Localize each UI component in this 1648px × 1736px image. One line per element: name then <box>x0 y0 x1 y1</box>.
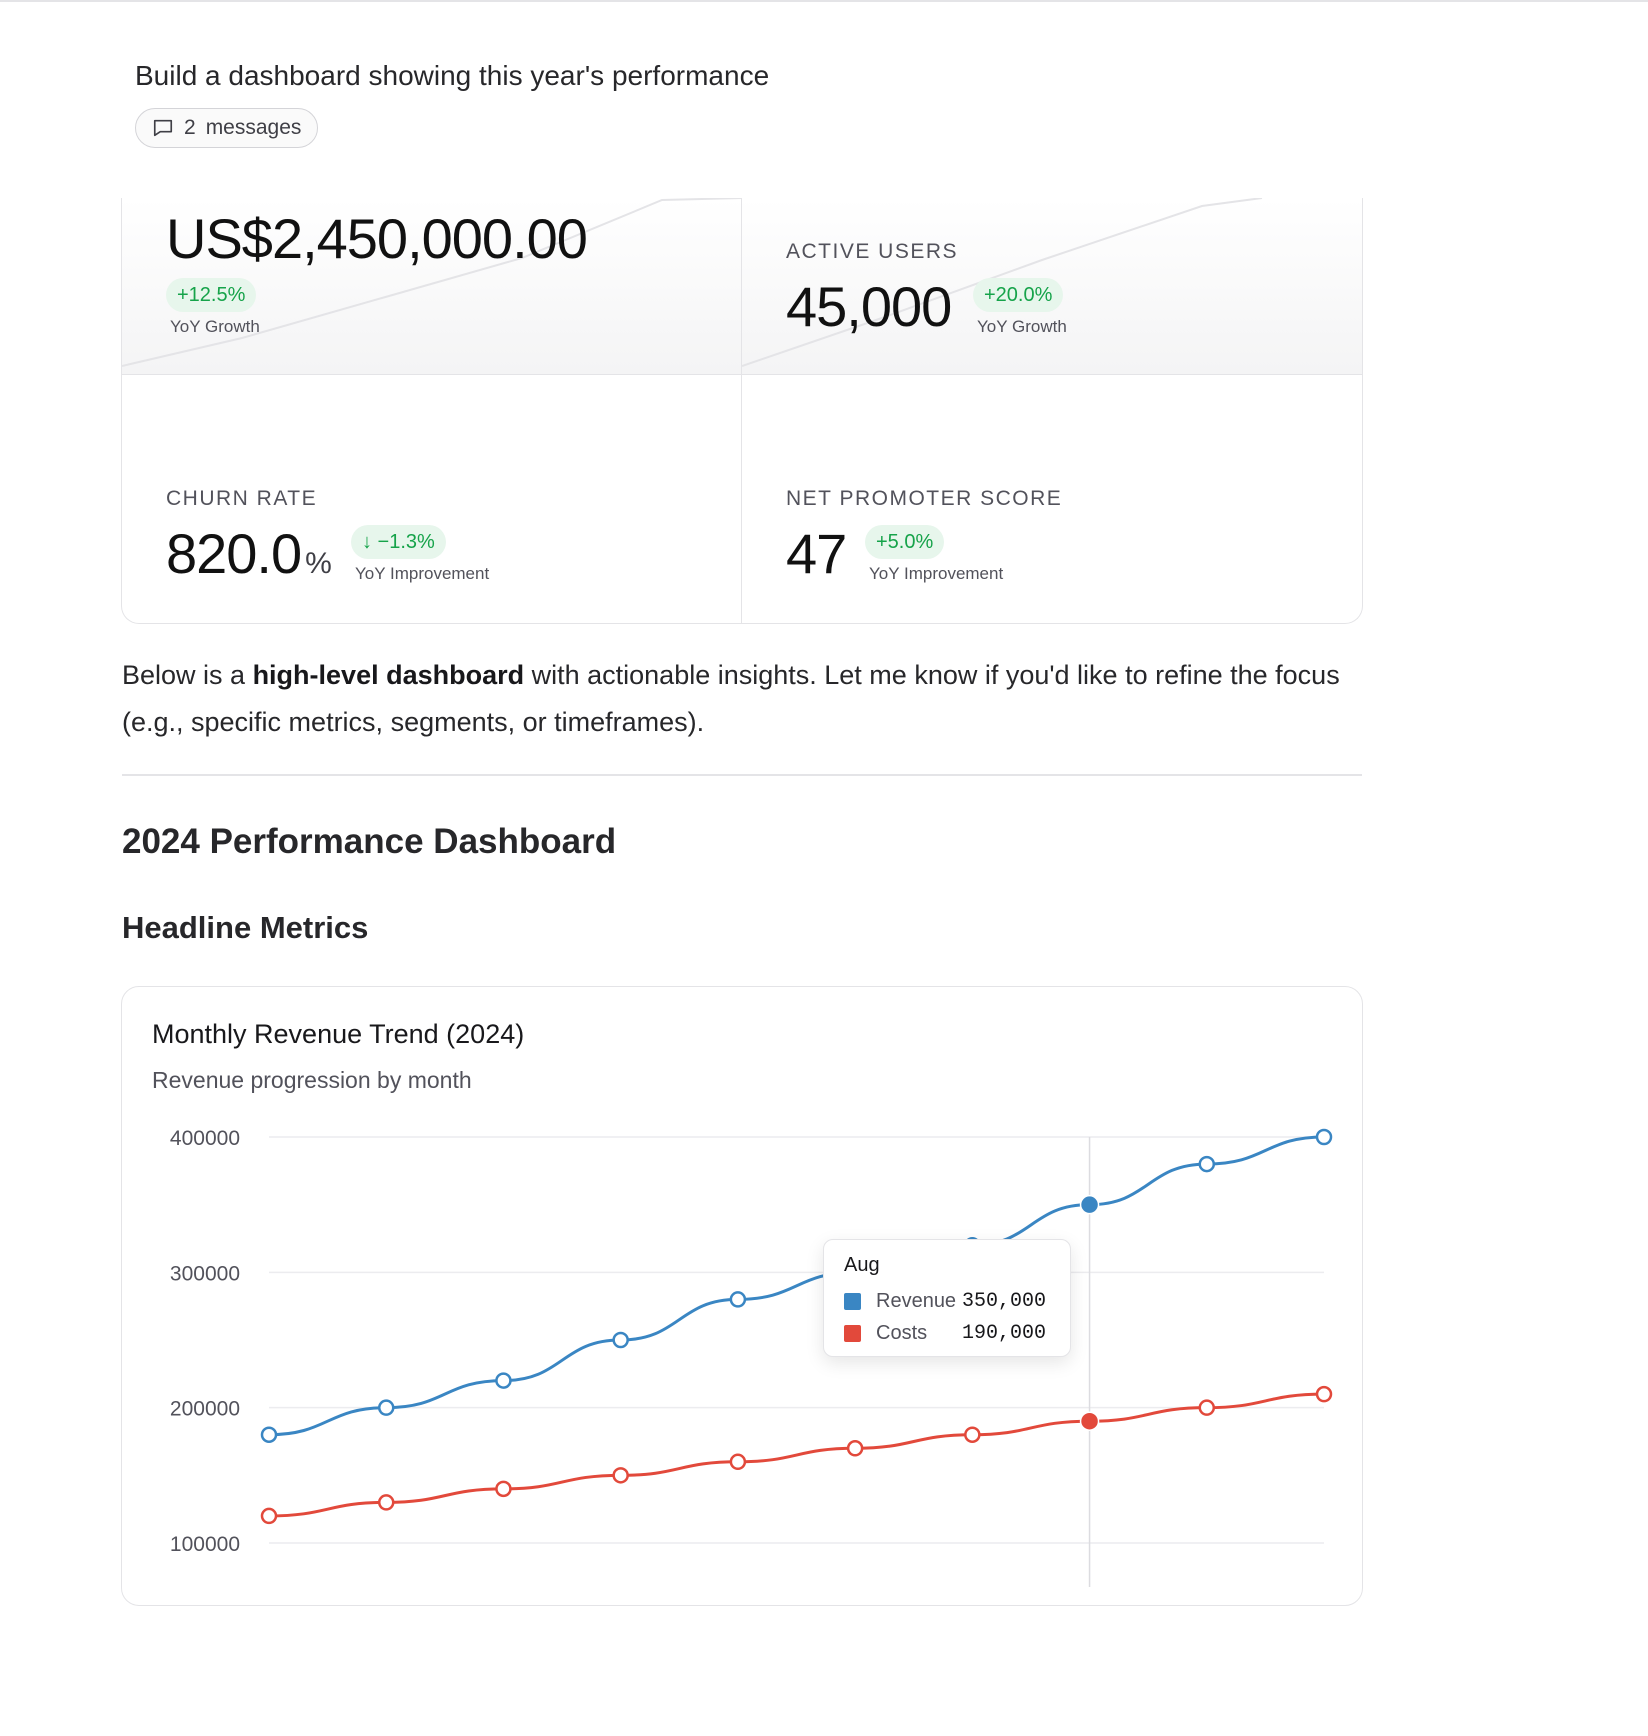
y-tick-label: 100000 <box>170 1533 240 1556</box>
data-point-revenue-oct[interactable] <box>1315 1128 1333 1146</box>
tooltip-row-costs: Costs 190,000 <box>844 1320 1046 1346</box>
tooltip-row-revenue: Revenue 350,000 <box>844 1288 1046 1314</box>
chart-tooltip: Aug Revenue 350,000 Costs 190,000 <box>823 1239 1071 1357</box>
data-point-revenue-apr[interactable] <box>612 1331 629 1349</box>
data-point-costs-mar[interactable] <box>495 1480 512 1498</box>
kpi-unit: % <box>305 547 332 580</box>
tooltip-series-name: Revenue <box>876 1289 957 1312</box>
data-point-costs-jun[interactable] <box>846 1440 864 1457</box>
legend-swatch-costs <box>844 1324 861 1342</box>
y-tick-label: 400000 <box>170 1127 240 1150</box>
data-point-revenue-sep[interactable] <box>1198 1155 1216 1173</box>
data-point-revenue-jan[interactable] <box>260 1426 278 1443</box>
y-tick-label: 300000 <box>170 1262 240 1285</box>
kpi-card-nps: NET PROMOTER SCORE 47 +5.0% YoY Improvem… <box>742 375 1362 623</box>
data-point-costs-oct[interactable] <box>1315 1385 1333 1403</box>
revenue-chart-card: Monthly Revenue Trend (2024) Revenue pro… <box>121 986 1363 1606</box>
y-tick-label: 200000 <box>170 1398 240 1421</box>
kpi-value: US$2,450,000.00 <box>166 207 588 270</box>
users-sparkline <box>742 198 1263 367</box>
kpi-card-revenue: US$2,450,000.00 +12.5% YoY Growth <box>122 198 742 375</box>
data-point-costs-sep[interactable] <box>1198 1399 1216 1416</box>
data-point-revenue-feb[interactable] <box>377 1399 395 1416</box>
kpi-value: 45,000 <box>786 275 952 338</box>
data-point-costs-jul[interactable] <box>964 1426 981 1443</box>
divider <box>122 774 1362 776</box>
dashboard-heading: 2024 Performance Dashboard <box>122 822 617 861</box>
data-point-costs-apr[interactable] <box>612 1467 629 1484</box>
kpi-badge: +20.0% <box>973 278 1064 312</box>
chat-bubble-icon <box>153 119 173 137</box>
data-point-costs-feb[interactable] <box>377 1494 395 1511</box>
series-line-revenue <box>268 1135 1325 1437</box>
revenue-sparkline <box>122 198 742 367</box>
tooltip-series-name: Costs <box>876 1321 928 1344</box>
line-chart[interactable]: 400000 300000 200000 100000 <box>122 987 1364 1607</box>
tooltip-series-value: 350,000 <box>962 1289 1047 1313</box>
intro-paragraph: Below is a high-level dashboard with act… <box>122 652 1362 746</box>
kpi-label: ACTIVE USERS <box>786 240 959 263</box>
intro-bold: high-level dashboard <box>252 660 525 690</box>
kpi-badge: +12.5% <box>166 278 257 312</box>
kpi-badge: +5.0% <box>865 525 945 559</box>
section-heading: Headline Metrics <box>122 910 369 945</box>
tooltip-month: Aug <box>844 1254 880 1276</box>
kpi-card-active-users: ACTIVE USERS 45,000 +20.0% YoY Growth <box>742 198 1362 375</box>
data-point-costs-jan[interactable] <box>260 1507 278 1525</box>
message-count-label: messages <box>205 116 302 139</box>
kpi-value: 47 <box>786 522 847 585</box>
message-count: 2 <box>184 116 196 139</box>
kpi-number: 820.0 <box>166 522 302 585</box>
kpi-subtext: YoY Growth <box>170 317 260 336</box>
kpi-card-churn-rate: CHURN RATE 820.0% ↓ −1.3% YoY Improvemen… <box>122 375 742 623</box>
data-point-revenue-aug[interactable] <box>1079 1194 1100 1215</box>
data-point-revenue-may[interactable] <box>729 1291 747 1308</box>
kpi-label: CHURN RATE <box>166 487 318 510</box>
data-point-revenue-mar[interactable] <box>495 1372 512 1389</box>
kpi-label: NET PROMOTER SCORE <box>786 487 1063 510</box>
chart-title: Monthly Revenue Trend (2024) <box>152 1019 525 1049</box>
kpi-subtext: YoY Growth <box>977 317 1067 336</box>
legend-swatch-revenue <box>844 1292 861 1310</box>
kpi-value: 820.0% <box>166 521 332 586</box>
intro-text: Below is a <box>122 660 253 690</box>
message-count-pill[interactable]: 2 messages <box>135 108 319 148</box>
conversation-title: Build a dashboard showing this year's pe… <box>135 60 770 91</box>
kpi-subtext: YoY Improvement <box>355 564 490 583</box>
intro-text-2: with actionable insights. Let me know if… <box>122 660 1340 737</box>
series-line-costs <box>268 1392 1325 1518</box>
data-point-costs-may[interactable] <box>729 1453 747 1471</box>
data-point-costs-aug[interactable] <box>1079 1411 1100 1431</box>
chart-subtitle: Revenue progression by month <box>152 1067 472 1093</box>
kpi-grid: US$2,450,000.00 +12.5% YoY Growth ACTIVE… <box>121 198 1363 624</box>
kpi-subtext: YoY Improvement <box>869 564 1004 583</box>
tooltip-series-value: 190,000 <box>962 1321 1047 1345</box>
kpi-badge: ↓ −1.3% <box>351 525 446 559</box>
